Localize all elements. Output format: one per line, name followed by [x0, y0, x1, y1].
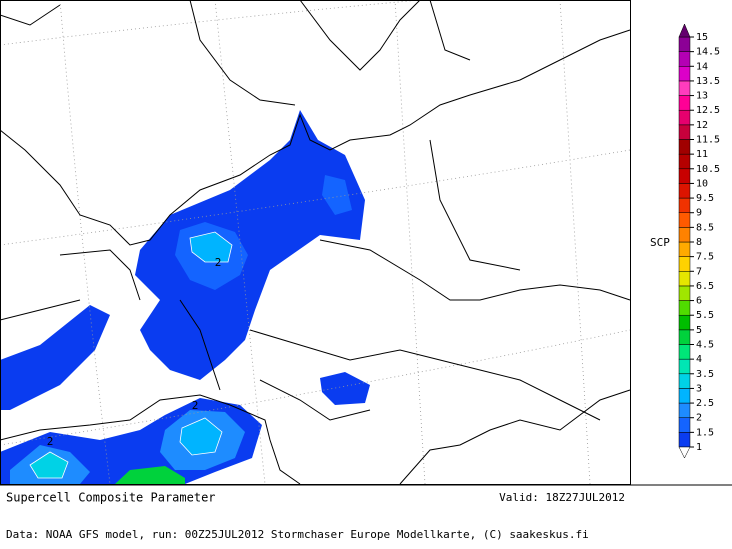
contour-label: 2	[192, 399, 199, 412]
field-area	[189, 231, 233, 263]
field-area	[0, 305, 110, 410]
colorbar: SCP 11.522.533.544.555.566.577.588.599.5…	[650, 23, 720, 459]
colorbar-tick-label: 2.5	[696, 398, 714, 409]
colorbar-segment	[678, 36, 691, 52]
map: 2 2 2	[0, 0, 631, 485]
footer-title: Supercell Composite Parameter	[6, 491, 216, 505]
field-area	[135, 110, 365, 380]
field-area	[29, 451, 69, 479]
colorbar-tick-label: 9	[696, 208, 702, 219]
colorbar-segment	[678, 212, 691, 228]
colorbar-segment	[678, 388, 691, 404]
colorbar-segment	[678, 344, 691, 360]
colorbar-segment	[678, 417, 691, 433]
colorbar-tick-label: 15	[696, 32, 708, 43]
colorbar-tick-label: 14.5	[696, 47, 720, 58]
colorbar-tick-label: 1	[696, 442, 702, 453]
colorbar-segment	[678, 358, 691, 375]
colorbar-tick-label: 14	[696, 61, 708, 72]
colorbar-tick-label: 4.5	[696, 340, 714, 351]
colorbar-segment	[678, 153, 691, 170]
field-area	[322, 175, 352, 215]
colorbar-tick-label: 6	[696, 296, 702, 307]
colorbar-tick-label: 7	[696, 266, 702, 277]
colorbar-tick-label: 8	[696, 237, 702, 248]
colorbar-under	[678, 446, 691, 459]
colorbar-segment	[678, 197, 691, 213]
colorbar-segment	[678, 227, 691, 243]
field-area	[320, 372, 370, 405]
footer-source: Data: NOAA GFS model, run: 00Z25JUL2012 …	[6, 528, 589, 541]
coastline	[0, 0, 631, 485]
colorbar-segment	[678, 124, 691, 140]
colorbar-segment	[678, 139, 691, 155]
colorbar-segment	[678, 109, 691, 126]
border	[179, 139, 631, 421]
colorbar-tick-label: 5	[696, 325, 702, 336]
colorbar-tick-label: 5.5	[696, 310, 714, 321]
colorbar-tick-label: 7.5	[696, 252, 714, 263]
colorbar-segment	[678, 314, 691, 331]
contour-label: 2	[215, 256, 222, 269]
contour-label: 2	[47, 435, 54, 448]
field-area	[115, 466, 185, 484]
colorbar-tick-label: 4	[696, 354, 702, 365]
colorbar-segment	[678, 329, 691, 345]
colorbar-segment	[678, 183, 691, 199]
colorbar-segment	[678, 51, 691, 67]
colorbar-segment	[678, 402, 691, 418]
colorbar-label: SCP	[650, 236, 670, 249]
colorbar-tick-label: 10.5	[696, 164, 720, 175]
colorbar-tick-label: 11.5	[696, 135, 720, 146]
colorbar-tick-label: 3.5	[696, 369, 714, 380]
colorbar-segment	[678, 66, 691, 82]
colorbar-tick-label: 2	[696, 413, 702, 424]
colorbar-segment	[678, 168, 691, 184]
colorbar-segment	[678, 95, 691, 111]
colorbar-segment	[678, 241, 691, 257]
colorbar-segment	[678, 285, 691, 301]
colorbar-tick-label: 13	[696, 91, 708, 102]
colorbar-segment	[678, 300, 691, 316]
field-area	[179, 417, 223, 456]
colorbar-segment	[678, 432, 691, 448]
colorbar-tick-label: 12	[696, 120, 708, 131]
colorbar-tick-label: 1.5	[696, 427, 714, 438]
colorbar-tick-label: 10	[696, 178, 708, 189]
colorbar-tick-label: 11	[696, 149, 708, 160]
colorbar-tick-label: 13.5	[696, 76, 720, 87]
colorbar-tick-label: 6.5	[696, 281, 714, 292]
colorbar-segment	[678, 80, 691, 96]
colorbar-segment	[678, 271, 691, 287]
colorbar-segment	[678, 373, 691, 389]
colorbar-tick-label: 12.5	[696, 105, 720, 116]
footer-valid: Valid: 18Z27JUL2012	[499, 491, 625, 504]
colorbar-segment	[678, 256, 691, 272]
colorbar-tick-label: 8.5	[696, 222, 714, 233]
colorbar-tick-label: 9.5	[696, 193, 714, 204]
colorbar-tick-label: 3	[696, 383, 702, 394]
colorbar-over	[678, 23, 691, 38]
